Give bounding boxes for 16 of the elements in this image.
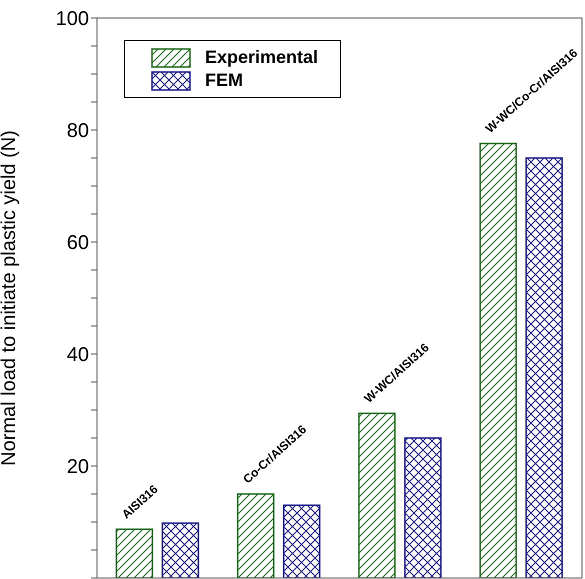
y-tick-label: 20 [66,456,89,478]
bar [525,157,563,578]
bar [236,493,274,578]
legend-label: FEM [205,70,243,91]
y-tick-label: 60 [66,232,89,254]
y-tick-label: 100 [56,8,89,30]
bar [282,504,320,578]
bar [479,142,517,578]
bar [116,528,154,578]
legend-label: Experimental [205,47,318,68]
y-axis-title: Normal load to initiate plastic yield (N) [0,130,20,466]
bar [358,412,396,578]
bar [162,522,200,578]
bar [404,437,442,578]
y-tick-label: 80 [66,120,89,142]
y-tick-label: 40 [66,344,89,366]
